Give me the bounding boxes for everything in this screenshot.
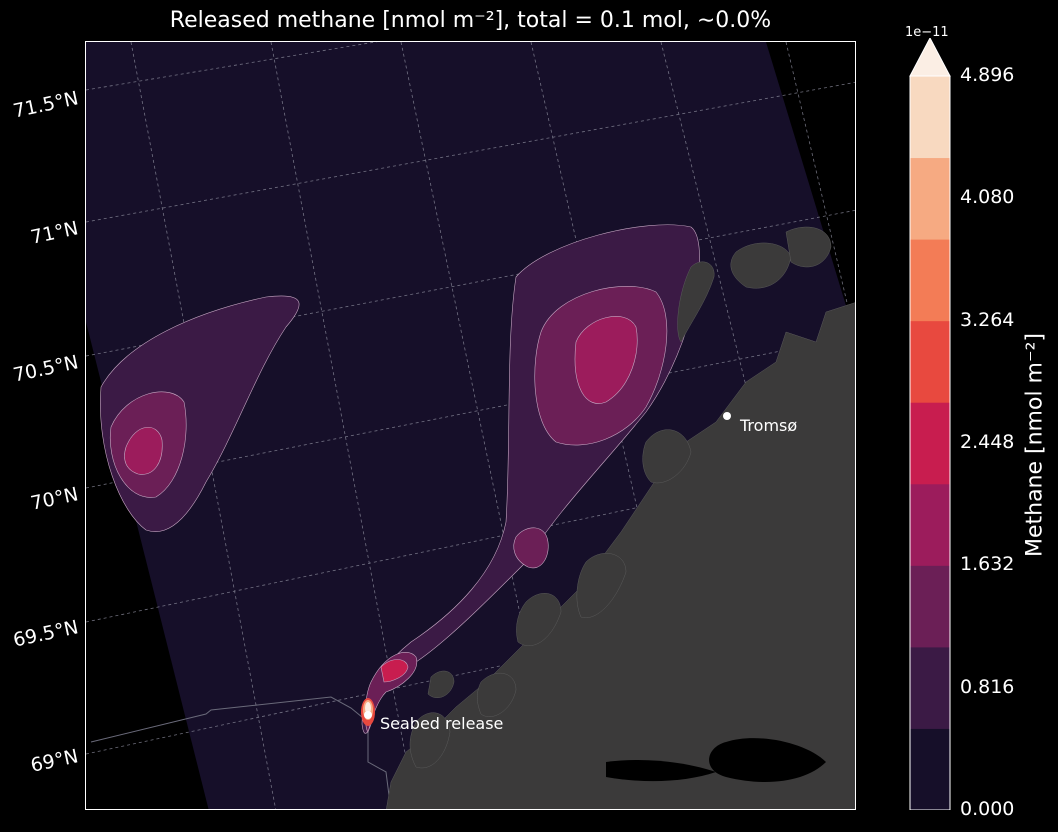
colorbar-outline [909, 75, 951, 810]
island-6 [516, 593, 562, 646]
colorbar-band [910, 728, 950, 810]
release-label: Seabed release [380, 714, 504, 733]
colorbar-band [910, 646, 950, 729]
tromso-label: Tromsø [740, 416, 798, 435]
lat-label-70: 70°N [28, 483, 81, 515]
colorbar-bands [909, 38, 951, 810]
colorbar-tick-label: 2.448 [960, 431, 1015, 453]
tromso-marker[interactable] [723, 412, 731, 420]
release-marker[interactable] [364, 711, 372, 719]
map-canvas [86, 42, 855, 809]
colorbar-tick-label: 0.000 [960, 798, 1015, 820]
colorbar-band [910, 320, 950, 403]
lat-label-69-5: 69.5°N [11, 616, 81, 652]
fjord-channel [606, 760, 716, 782]
colorbar-band [910, 565, 950, 648]
plume-source-core [380, 659, 409, 683]
colorbar-label: Methane [nmol m⁻²] [1022, 332, 1048, 558]
colorbar-band [910, 76, 950, 159]
colorbar-exponent: 1e−11 [905, 25, 949, 40]
island-4 [642, 429, 692, 484]
island-3 [677, 261, 715, 343]
colorbar [909, 38, 951, 810]
colorbar-tick-label: 3.264 [960, 308, 1015, 331]
plume-west-core [124, 426, 163, 475]
land [386, 226, 855, 809]
island-7 [477, 672, 517, 717]
plume-south-mid [513, 527, 549, 569]
lat-label-71: 71°N [28, 217, 81, 249]
colorbar-band [910, 483, 950, 566]
colorbar-extend-arrow [909, 38, 951, 77]
island-5 [576, 553, 627, 619]
colorbar-band [910, 239, 950, 322]
inland-water [606, 738, 826, 782]
map-title: Released methane [nmol m⁻²], total = 0.1… [169, 8, 772, 33]
island-2 [785, 226, 832, 268]
island-1 [730, 242, 792, 289]
colorbar-band [910, 157, 950, 240]
domain-boundary [90, 696, 392, 809]
methane-plume [100, 224, 700, 734]
fjord-large [709, 738, 826, 782]
lat-label-70-5: 70.5°N [11, 351, 81, 387]
map-panel[interactable] [85, 41, 856, 810]
colorbar-tick-label: 4.896 [960, 64, 1015, 86]
island-8 [427, 670, 455, 698]
lat-label-71-5: 71.5°N [11, 87, 81, 123]
island-9 [409, 712, 451, 769]
plume-north-core [574, 316, 638, 404]
colorbar-tick-label: 0.816 [960, 675, 1015, 698]
colorbar-tick-label: 4.080 [960, 186, 1015, 209]
lat-label-69: 69°N [28, 745, 81, 777]
colorbar-band [910, 402, 950, 485]
colorbar-tick-label: 1.632 [960, 553, 1015, 576]
